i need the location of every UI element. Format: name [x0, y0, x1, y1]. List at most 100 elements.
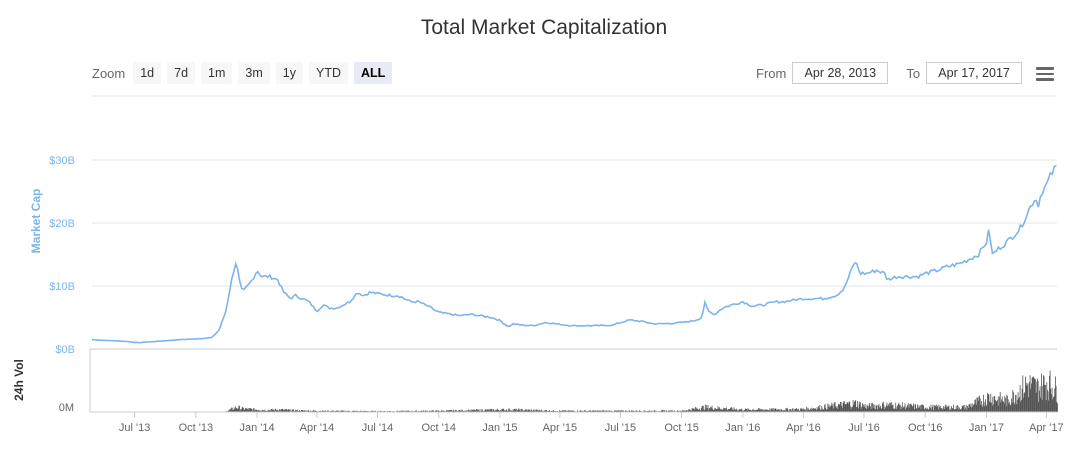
volume-axis-label: 24h Vol [12, 359, 26, 401]
volume-bar [365, 410, 367, 412]
volume-bar [482, 409, 483, 412]
volume-bar [431, 410, 433, 412]
zoom-7d-button[interactable]: 7d [167, 62, 196, 84]
volume-bar [237, 408, 239, 412]
volume-bar [281, 409, 283, 412]
volume-bar [886, 405, 887, 412]
volume-bar [311, 411, 313, 412]
from-date-input[interactable]: Apr 28, 2013 [792, 62, 889, 84]
volume-bar [774, 408, 776, 412]
volume-bar [411, 410, 413, 412]
zoom-all-button[interactable]: ALL [354, 62, 393, 84]
volume-bar [430, 410, 432, 412]
to-date-input[interactable]: Apr 17, 2017 [926, 62, 1023, 84]
volume-bar [323, 411, 325, 412]
volume-bar [320, 410, 322, 412]
volume-bar [707, 405, 709, 412]
volume-bar [738, 408, 740, 412]
volume-bar [842, 402, 844, 412]
volume-bar [420, 410, 422, 412]
volume-bar [814, 408, 816, 412]
volume-bar [261, 410, 263, 412]
volume-bar [597, 410, 598, 412]
volume-bar [228, 410, 230, 412]
volume-bar [1009, 402, 1010, 412]
volume-bar [919, 405, 921, 412]
volume-bar [628, 410, 630, 412]
volume-bar [460, 409, 462, 412]
volume-bar [857, 401, 859, 412]
x-tick-label: Jul '14 [362, 422, 393, 434]
zoom-ytd-button[interactable]: YTD [309, 62, 348, 84]
volume-bar [356, 411, 358, 412]
volume-bar [800, 408, 801, 412]
volume-bar [708, 408, 710, 412]
volume-bar [283, 410, 284, 412]
volume-bar [767, 409, 769, 412]
volume-bar [573, 410, 574, 412]
volume-bar [925, 409, 927, 412]
volume-bar [573, 410, 575, 412]
volume-bar [344, 410, 346, 412]
volume-bar [374, 410, 375, 412]
volume-bar [579, 411, 580, 412]
zoom-1y-button[interactable]: 1y [275, 62, 303, 84]
volume-bar [487, 409, 489, 412]
volume-bar [673, 411, 674, 412]
volume-bar [483, 411, 485, 412]
volume-bar [880, 405, 881, 412]
volume-bar [994, 396, 996, 412]
volume-bar [771, 408, 773, 412]
volume-bar [526, 409, 528, 412]
volume-bar [551, 410, 552, 412]
volume-bar [544, 409, 546, 412]
volume-bar [282, 408, 284, 412]
volume-bar [396, 411, 397, 412]
volume-bar [634, 411, 636, 412]
volume-bar [398, 411, 400, 412]
volume-bar [587, 410, 589, 412]
volume-bar [492, 409, 494, 412]
volume-bar [733, 407, 735, 412]
volume-bar [946, 407, 948, 412]
volume-bar [933, 410, 934, 412]
zoom-1d-button[interactable]: 1d [133, 62, 162, 84]
volume-bar [250, 408, 252, 412]
volume-bar [840, 402, 841, 412]
volume-bar [995, 400, 997, 412]
volume-bar [801, 408, 803, 412]
hamburger-menu-icon[interactable] [1036, 67, 1054, 81]
volume-bar [723, 407, 725, 412]
volume-bar [695, 409, 697, 412]
volume-bar [370, 411, 372, 412]
volume-bar [388, 411, 390, 412]
zoom-1m-button[interactable]: 1m [201, 62, 233, 84]
x-tick-label: Jul '15 [605, 422, 636, 434]
volume-bar [842, 408, 843, 412]
volume-bar [231, 407, 232, 412]
volume-bar [1037, 378, 1038, 412]
volume-bar [418, 411, 420, 412]
volume-bar [349, 411, 351, 412]
volume-bar [299, 409, 300, 412]
volume-bar [892, 404, 894, 412]
volume-bar [485, 409, 487, 412]
volume-bar [430, 411, 431, 412]
volume-bar [460, 411, 461, 412]
volume-bar [536, 409, 538, 412]
volume-bar [670, 410, 672, 412]
zoom-3m-button[interactable]: 3m [238, 62, 270, 84]
volume-bar [561, 411, 562, 412]
volume-bar [989, 401, 990, 412]
volume-bar [941, 408, 943, 412]
volume-bar [786, 407, 788, 412]
x-axis-ticks: Jul '13 Oct '13 Jan '14 Apr '14 Jul '14 Oct '… [119, 412, 1064, 434]
volume-bar [286, 409, 288, 412]
volume-bar [595, 410, 596, 412]
volume-bar [538, 410, 540, 412]
volume-bar [293, 410, 295, 412]
volume-bar [404, 410, 406, 412]
volume-bar [540, 411, 542, 412]
volume-bar [554, 411, 556, 412]
volume-bar [466, 410, 467, 412]
